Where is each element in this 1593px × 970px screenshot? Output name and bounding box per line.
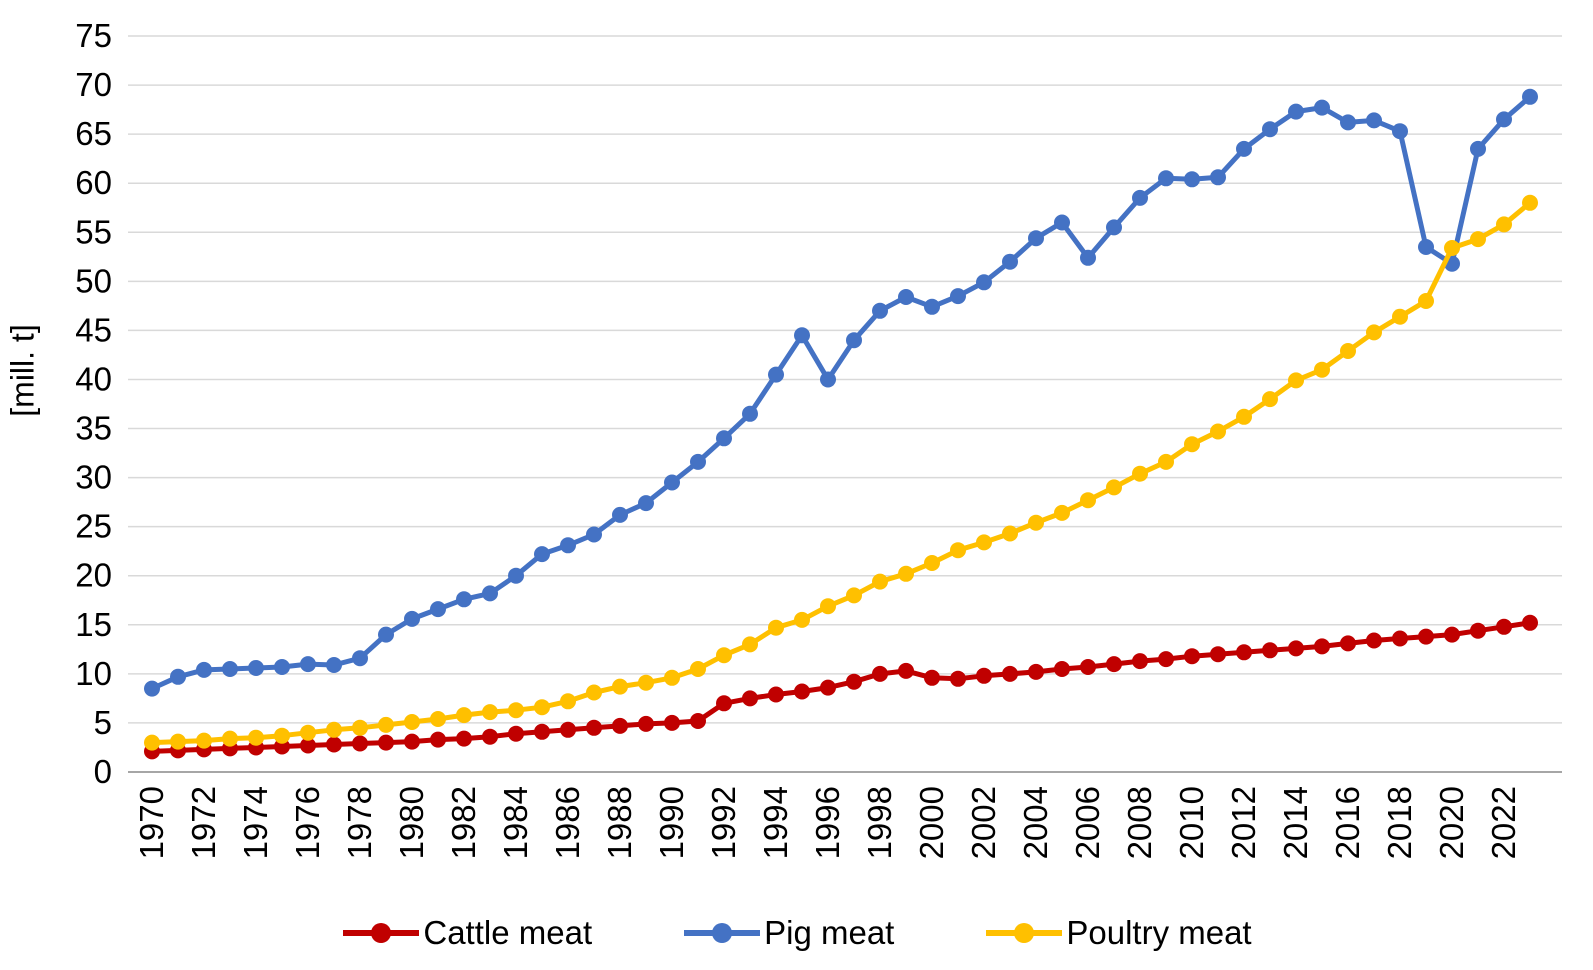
svg-text:1978: 1978 [341, 786, 378, 859]
svg-text:20: 20 [75, 557, 112, 594]
svg-text:1988: 1988 [601, 786, 638, 859]
svg-text:65: 65 [75, 115, 112, 152]
chart-svg: 0 5 10 15 20 25 30 35 40 45 50 55 60 65 70 75 1970 1972 19… [75, 17, 1562, 859]
svg-text:1980: 1980 [393, 786, 430, 859]
svg-text:1994: 1994 [757, 786, 794, 859]
svg-text:25: 25 [75, 508, 112, 545]
svg-text:10: 10 [75, 655, 112, 692]
svg-text:2006: 2006 [1069, 786, 1106, 859]
svg-text:15: 15 [75, 606, 112, 643]
svg-text:40: 40 [75, 360, 112, 397]
svg-text:1990: 1990 [653, 786, 690, 859]
legend-item-poultry-meat: Poultry meat [984, 914, 1252, 952]
svg-text:55: 55 [75, 213, 112, 250]
svg-text:45: 45 [75, 311, 112, 348]
legend-item-pig-meat: Pig meat [682, 914, 894, 952]
svg-text:1996: 1996 [809, 786, 846, 859]
svg-text:2012: 2012 [1225, 786, 1262, 859]
svg-text:1970: 1970 [133, 786, 170, 859]
svg-text:0: 0 [94, 753, 112, 790]
svg-text:5: 5 [94, 704, 112, 741]
legend-label-pig-meat: Pig meat [764, 914, 895, 951]
legend-label-poultry-meat: Poultry meat [1066, 914, 1252, 951]
svg-text:1974: 1974 [237, 786, 274, 859]
svg-text:1976: 1976 [289, 786, 326, 859]
svg-text:2004: 2004 [1017, 786, 1054, 859]
svg-text:2002: 2002 [965, 786, 1002, 859]
svg-text:30: 30 [75, 459, 112, 496]
svg-text:60: 60 [75, 164, 112, 201]
svg-text:35: 35 [75, 410, 112, 447]
svg-text:2008: 2008 [1121, 786, 1158, 859]
pig-meat-line-marker-icon [684, 923, 761, 943]
svg-text:2000: 2000 [913, 786, 950, 859]
svg-text:2010: 2010 [1173, 786, 1210, 859]
svg-text:1998: 1998 [861, 786, 898, 859]
poultry-meat-line-marker-icon [986, 923, 1063, 943]
svg-text:1992: 1992 [705, 786, 742, 859]
svg-text:2022: 2022 [1485, 786, 1522, 859]
svg-text:50: 50 [75, 262, 112, 299]
y-axis-title: [mill. t] [4, 324, 41, 417]
svg-text:70: 70 [75, 66, 112, 103]
svg-text:2016: 2016 [1329, 786, 1366, 859]
svg-text:1982: 1982 [445, 786, 482, 859]
legend-label-cattle-meat: Cattle meat [423, 914, 593, 951]
svg-text:1972: 1972 [185, 786, 222, 859]
cattle-meat-line-marker-icon [343, 923, 420, 943]
svg-text:2014: 2014 [1277, 786, 1314, 859]
legend-item-cattle-meat: Cattle meat [341, 914, 592, 952]
svg-text:2020: 2020 [1433, 786, 1470, 859]
chart-legend: Cattle meat Pig meat Poultry meat [0, 914, 1593, 952]
svg-text:2018: 2018 [1381, 786, 1418, 859]
svg-text:1986: 1986 [549, 786, 586, 859]
svg-text:1984: 1984 [497, 786, 534, 859]
svg-text:75: 75 [75, 17, 112, 54]
